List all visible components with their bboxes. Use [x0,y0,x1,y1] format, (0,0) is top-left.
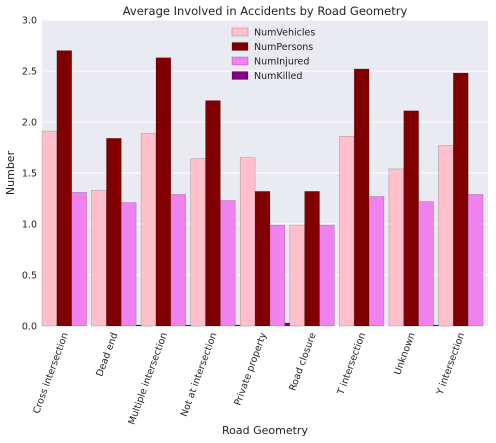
legend-swatch [231,27,249,37]
bar-numpersons-6 [353,68,370,327]
bar-numpersons-1 [106,138,122,327]
x-tick-label: Road closure [287,331,318,392]
y-tick-label: 2.0 [22,118,37,129]
legend-swatch [231,71,249,80]
legend-swatch [231,42,249,51]
bar-numinjured-4 [269,224,286,327]
y-tick-label: 1.0 [22,220,37,231]
bar-numpersons-0 [56,50,73,327]
bar-numinjured-0 [71,192,87,327]
bar-numinjured-5 [319,224,335,327]
bar-numinjured-3 [220,200,236,327]
bar-numinjured-6 [368,196,385,327]
bar-numpersons-8 [453,72,469,327]
bar-numinjured-1 [120,202,137,327]
bar-numvehicles-6 [339,135,355,327]
bar-numvehicles-4 [239,157,256,327]
x-axis-ticks: Cross intersection Dead end Multiple inter… [31,331,467,426]
x-tick-label: Multiple intersection [126,331,170,426]
bar-numinjured-7 [418,201,434,327]
legend: NumVehicles NumPersons NumInjured NumKilled [231,27,315,82]
legend-label: NumPersons [254,42,313,53]
x-axis-title: Road Geometry [222,424,308,437]
y-tick-label: 2.5 [22,67,37,78]
bar-numvehicles-3 [190,158,206,327]
bar-numvehicles-7 [388,168,405,327]
y-tick-label: 0.5 [22,271,37,282]
legend-swatch [231,56,249,66]
bar-numinjured-8 [467,194,484,327]
x-tick-label: Y intersection [434,331,467,397]
bar-numpersons-3 [205,100,221,327]
x-tick-label: Not at intersection [179,331,220,418]
bar-numpersons-7 [403,110,419,327]
y-axis-ticks: 0.0 0.5 1.0 1.5 2.0 2.5 3.0 [22,16,37,333]
x-tick-label: Dead end [94,331,120,378]
x-tick-label: Cross intersection [31,331,71,415]
bar-numvehicles-0 [41,130,58,327]
x-tick-label: Private property [232,331,269,407]
bar-numpersons-2 [155,57,172,327]
bar-numinjured-2 [170,194,187,327]
x-tick-label: Unknown [392,331,417,376]
y-axis-title: Number [4,150,17,195]
bar-numpersons-4 [254,191,271,327]
bar-numvehicles-8 [438,145,454,327]
bar-numvehicles-1 [91,190,107,327]
bars [41,50,484,327]
x-tick-label: T intersection [335,331,368,397]
legend-label: NumInjured [254,57,309,68]
y-tick-label: 0.0 [22,322,37,333]
y-tick-label: 3.0 [22,16,37,27]
bar-numvehicles-2 [140,132,157,327]
bar-numvehicles-5 [289,224,305,327]
y-tick-label: 1.5 [22,169,37,180]
chart-title: Average Involved in Accidents by Road Ge… [123,4,408,18]
legend-label: NumKilled [254,71,302,82]
legend-label: NumVehicles [254,28,315,39]
bar-numpersons-5 [304,191,320,327]
